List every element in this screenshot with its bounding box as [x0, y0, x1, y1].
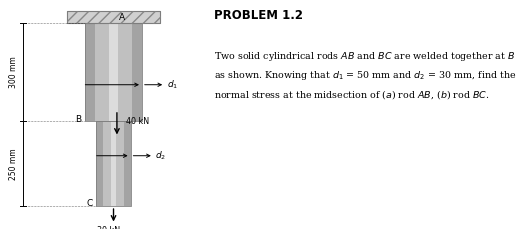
Bar — [67, 11, 160, 23]
Bar — [96, 121, 103, 206]
Text: $d_2$: $d_2$ — [155, 150, 167, 162]
Text: B: B — [75, 114, 81, 124]
Bar — [85, 23, 142, 121]
Text: C: C — [86, 199, 92, 208]
Text: 300 mm: 300 mm — [9, 56, 19, 88]
Bar — [124, 121, 131, 206]
Bar — [132, 23, 142, 121]
Text: A: A — [119, 13, 125, 22]
Text: 40 kN: 40 kN — [126, 117, 149, 126]
Bar — [85, 23, 95, 121]
Bar — [67, 11, 160, 23]
Text: PROBLEM 1.2: PROBLEM 1.2 — [214, 9, 303, 22]
Bar — [96, 121, 131, 206]
Bar — [96, 121, 131, 206]
Bar — [85, 23, 142, 121]
Text: $d_1$: $d_1$ — [167, 79, 178, 91]
Text: 30 kN: 30 kN — [97, 226, 120, 229]
Text: 250 mm: 250 mm — [9, 148, 19, 180]
Text: Two solid cylindrical rods $AB$ and $BC$ are welded together at $B$ and loaded
a: Two solid cylindrical rods $AB$ and $BC$… — [214, 50, 516, 101]
Bar — [109, 23, 118, 121]
Bar — [111, 121, 116, 206]
